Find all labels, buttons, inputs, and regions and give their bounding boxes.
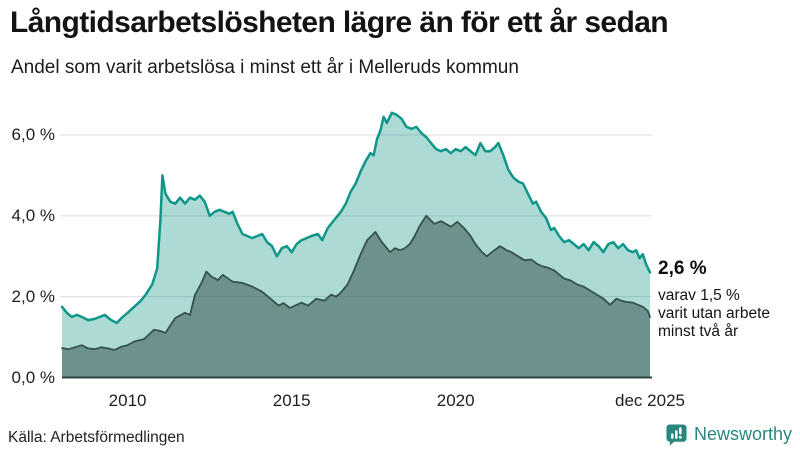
y-axis-tick-label: 4,0 % [11,205,55,225]
y-axis-tick-label: 2,0 % [11,286,55,306]
x-axis-tick-label: dec 2025 [615,391,685,410]
end-note: varav 1,5 % varit utan arbete minst två … [658,287,770,341]
page-subtitle: Andel som varit arbetslösa i minst ett å… [11,57,519,78]
end-note-line: minst två år [658,323,739,340]
y-axis-tick-label: 6,0 % [11,125,55,144]
page-title: Långtidsarbetslösheten lägre än för ett … [10,6,669,39]
newsworthy-wordmark: Newsworthy [693,424,792,444]
end-note-line: varav 1,5 % [658,287,740,304]
x-axis-tick-label: 2015 [272,391,311,410]
series-line [60,111,652,325]
x-axis-tick-label: 2020 [436,391,475,410]
newsworthy-icon [666,424,687,446]
end-value-label: 2,6 % [658,258,707,279]
x-axis-tick-label: 2010 [108,391,147,410]
source-label: Källa: Arbetsförmedlingen [8,429,185,446]
series-line [61,214,651,351]
newsworthy-logo: Newsworthy [665,423,792,446]
series-area [62,215,650,378]
end-note-line: varit utan arbete [658,305,771,322]
y-axis-tick-label: 0,0 % [11,367,55,387]
